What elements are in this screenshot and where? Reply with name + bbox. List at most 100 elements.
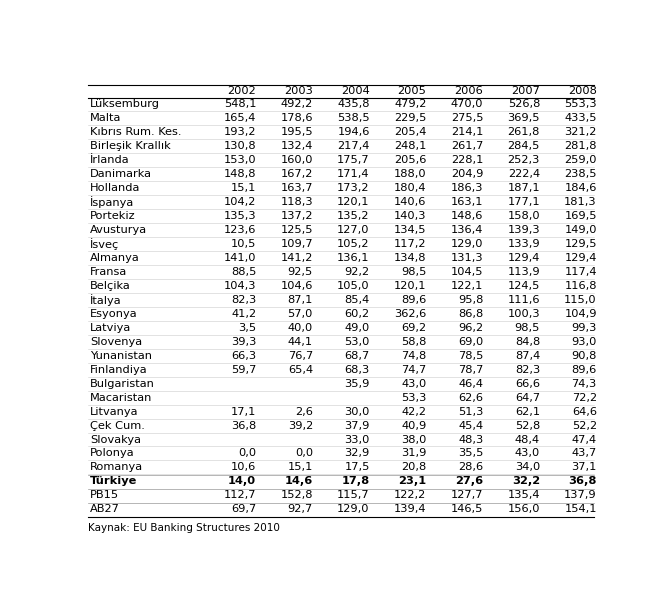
Text: 369,5: 369,5	[507, 113, 540, 123]
Text: 134,8: 134,8	[394, 253, 426, 263]
Text: 84,8: 84,8	[515, 337, 540, 347]
Text: 217,4: 217,4	[338, 141, 370, 152]
Text: 111,6: 111,6	[507, 295, 540, 305]
Text: 178,6: 178,6	[280, 113, 313, 123]
Text: 41,2: 41,2	[231, 309, 256, 319]
Text: 39,2: 39,2	[288, 420, 313, 431]
Text: 59,7: 59,7	[231, 365, 256, 375]
Text: 187,1: 187,1	[507, 183, 540, 193]
Text: İspanya: İspanya	[90, 196, 135, 208]
Text: 130,8: 130,8	[224, 141, 256, 152]
Text: 27,6: 27,6	[455, 477, 484, 486]
Text: 48,4: 48,4	[515, 434, 540, 445]
Text: 87,4: 87,4	[515, 351, 540, 360]
Text: 10,6: 10,6	[231, 463, 256, 472]
Text: Birleşik Krallık: Birleşik Krallık	[90, 141, 170, 152]
Text: 38,0: 38,0	[401, 434, 426, 445]
Text: 156,0: 156,0	[507, 504, 540, 514]
Text: İsveç: İsveç	[90, 238, 119, 250]
Text: 129,0: 129,0	[451, 239, 484, 249]
Text: 85,4: 85,4	[344, 295, 370, 305]
Text: 89,6: 89,6	[571, 365, 597, 375]
Text: 526,8: 526,8	[507, 100, 540, 109]
Text: 139,3: 139,3	[507, 225, 540, 235]
Text: 2006: 2006	[454, 86, 484, 97]
Text: 44,1: 44,1	[288, 337, 313, 347]
Text: 205,6: 205,6	[394, 155, 426, 165]
Text: 538,5: 538,5	[337, 113, 370, 123]
Text: 129,4: 129,4	[565, 253, 597, 263]
Text: Kaynak: EU Banking Structures 2010: Kaynak: EU Banking Structures 2010	[89, 522, 280, 533]
Text: Slovakya: Slovakya	[90, 434, 141, 445]
Text: 214,1: 214,1	[451, 127, 484, 137]
Text: 72,2: 72,2	[571, 393, 597, 403]
Text: 64,7: 64,7	[515, 393, 540, 403]
Text: 86,8: 86,8	[458, 309, 484, 319]
Text: 2004: 2004	[341, 86, 370, 97]
Text: 82,3: 82,3	[515, 365, 540, 375]
Text: 2003: 2003	[284, 86, 313, 97]
Text: 99,3: 99,3	[571, 323, 597, 333]
Text: 62,6: 62,6	[458, 393, 484, 403]
Text: 78,5: 78,5	[458, 351, 484, 360]
Text: 194,6: 194,6	[338, 127, 370, 137]
Text: 129,0: 129,0	[337, 504, 370, 514]
Text: 74,7: 74,7	[401, 365, 426, 375]
Text: 2005: 2005	[398, 86, 426, 97]
Text: 479,2: 479,2	[394, 100, 426, 109]
Text: 15,1: 15,1	[231, 183, 256, 193]
Text: 177,1: 177,1	[507, 197, 540, 207]
Text: 31,9: 31,9	[401, 448, 426, 458]
Text: 163,7: 163,7	[280, 183, 313, 193]
Text: 32,2: 32,2	[512, 477, 540, 486]
Text: 116,8: 116,8	[564, 281, 597, 291]
Text: 69,2: 69,2	[402, 323, 426, 333]
Text: 87,1: 87,1	[288, 295, 313, 305]
Text: 66,6: 66,6	[515, 379, 540, 389]
Text: 33,0: 33,0	[344, 434, 370, 445]
Text: 132,4: 132,4	[280, 141, 313, 152]
Text: 104,5: 104,5	[451, 267, 484, 277]
Text: Avusturya: Avusturya	[90, 225, 147, 235]
Text: 127,7: 127,7	[451, 491, 484, 500]
Text: Danimarka: Danimarka	[90, 169, 152, 179]
Text: 17,1: 17,1	[231, 406, 256, 417]
Text: 248,1: 248,1	[394, 141, 426, 152]
Text: Yunanistan: Yunanistan	[90, 351, 152, 360]
Text: 43,0: 43,0	[515, 448, 540, 458]
Text: 15,1: 15,1	[288, 463, 313, 472]
Text: 115,7: 115,7	[337, 491, 370, 500]
Text: Hollanda: Hollanda	[90, 183, 141, 193]
Text: 14,6: 14,6	[284, 477, 313, 486]
Text: 68,3: 68,3	[344, 365, 370, 375]
Text: 470,0: 470,0	[451, 100, 484, 109]
Text: 135,3: 135,3	[224, 211, 256, 221]
Text: 129,4: 129,4	[507, 253, 540, 263]
Text: 43,0: 43,0	[401, 379, 426, 389]
Text: 137,9: 137,9	[564, 491, 597, 500]
Text: 160,0: 160,0	[280, 155, 313, 165]
Text: 222,4: 222,4	[508, 169, 540, 179]
Text: 553,3: 553,3	[564, 100, 597, 109]
Text: 43,7: 43,7	[571, 448, 597, 458]
Text: 37,9: 37,9	[344, 420, 370, 431]
Text: Romanya: Romanya	[90, 463, 143, 472]
Text: 17,8: 17,8	[342, 477, 370, 486]
Text: 204,9: 204,9	[451, 169, 484, 179]
Text: 89,6: 89,6	[401, 295, 426, 305]
Text: 117,2: 117,2	[394, 239, 426, 249]
Text: 64,6: 64,6	[572, 406, 597, 417]
Text: 48,3: 48,3	[458, 434, 484, 445]
Text: 109,7: 109,7	[280, 239, 313, 249]
Text: 51,3: 51,3	[458, 406, 484, 417]
Text: 36,8: 36,8	[231, 420, 256, 431]
Text: 149,0: 149,0	[564, 225, 597, 235]
Text: 52,8: 52,8	[515, 420, 540, 431]
Text: PB15: PB15	[90, 491, 119, 500]
Text: 105,2: 105,2	[337, 239, 370, 249]
Text: Lüksemburg: Lüksemburg	[90, 100, 160, 109]
Text: 0,0: 0,0	[295, 448, 313, 458]
Text: 252,3: 252,3	[507, 155, 540, 165]
Text: 93,0: 93,0	[571, 337, 597, 347]
Text: Belçika: Belçika	[90, 281, 131, 291]
